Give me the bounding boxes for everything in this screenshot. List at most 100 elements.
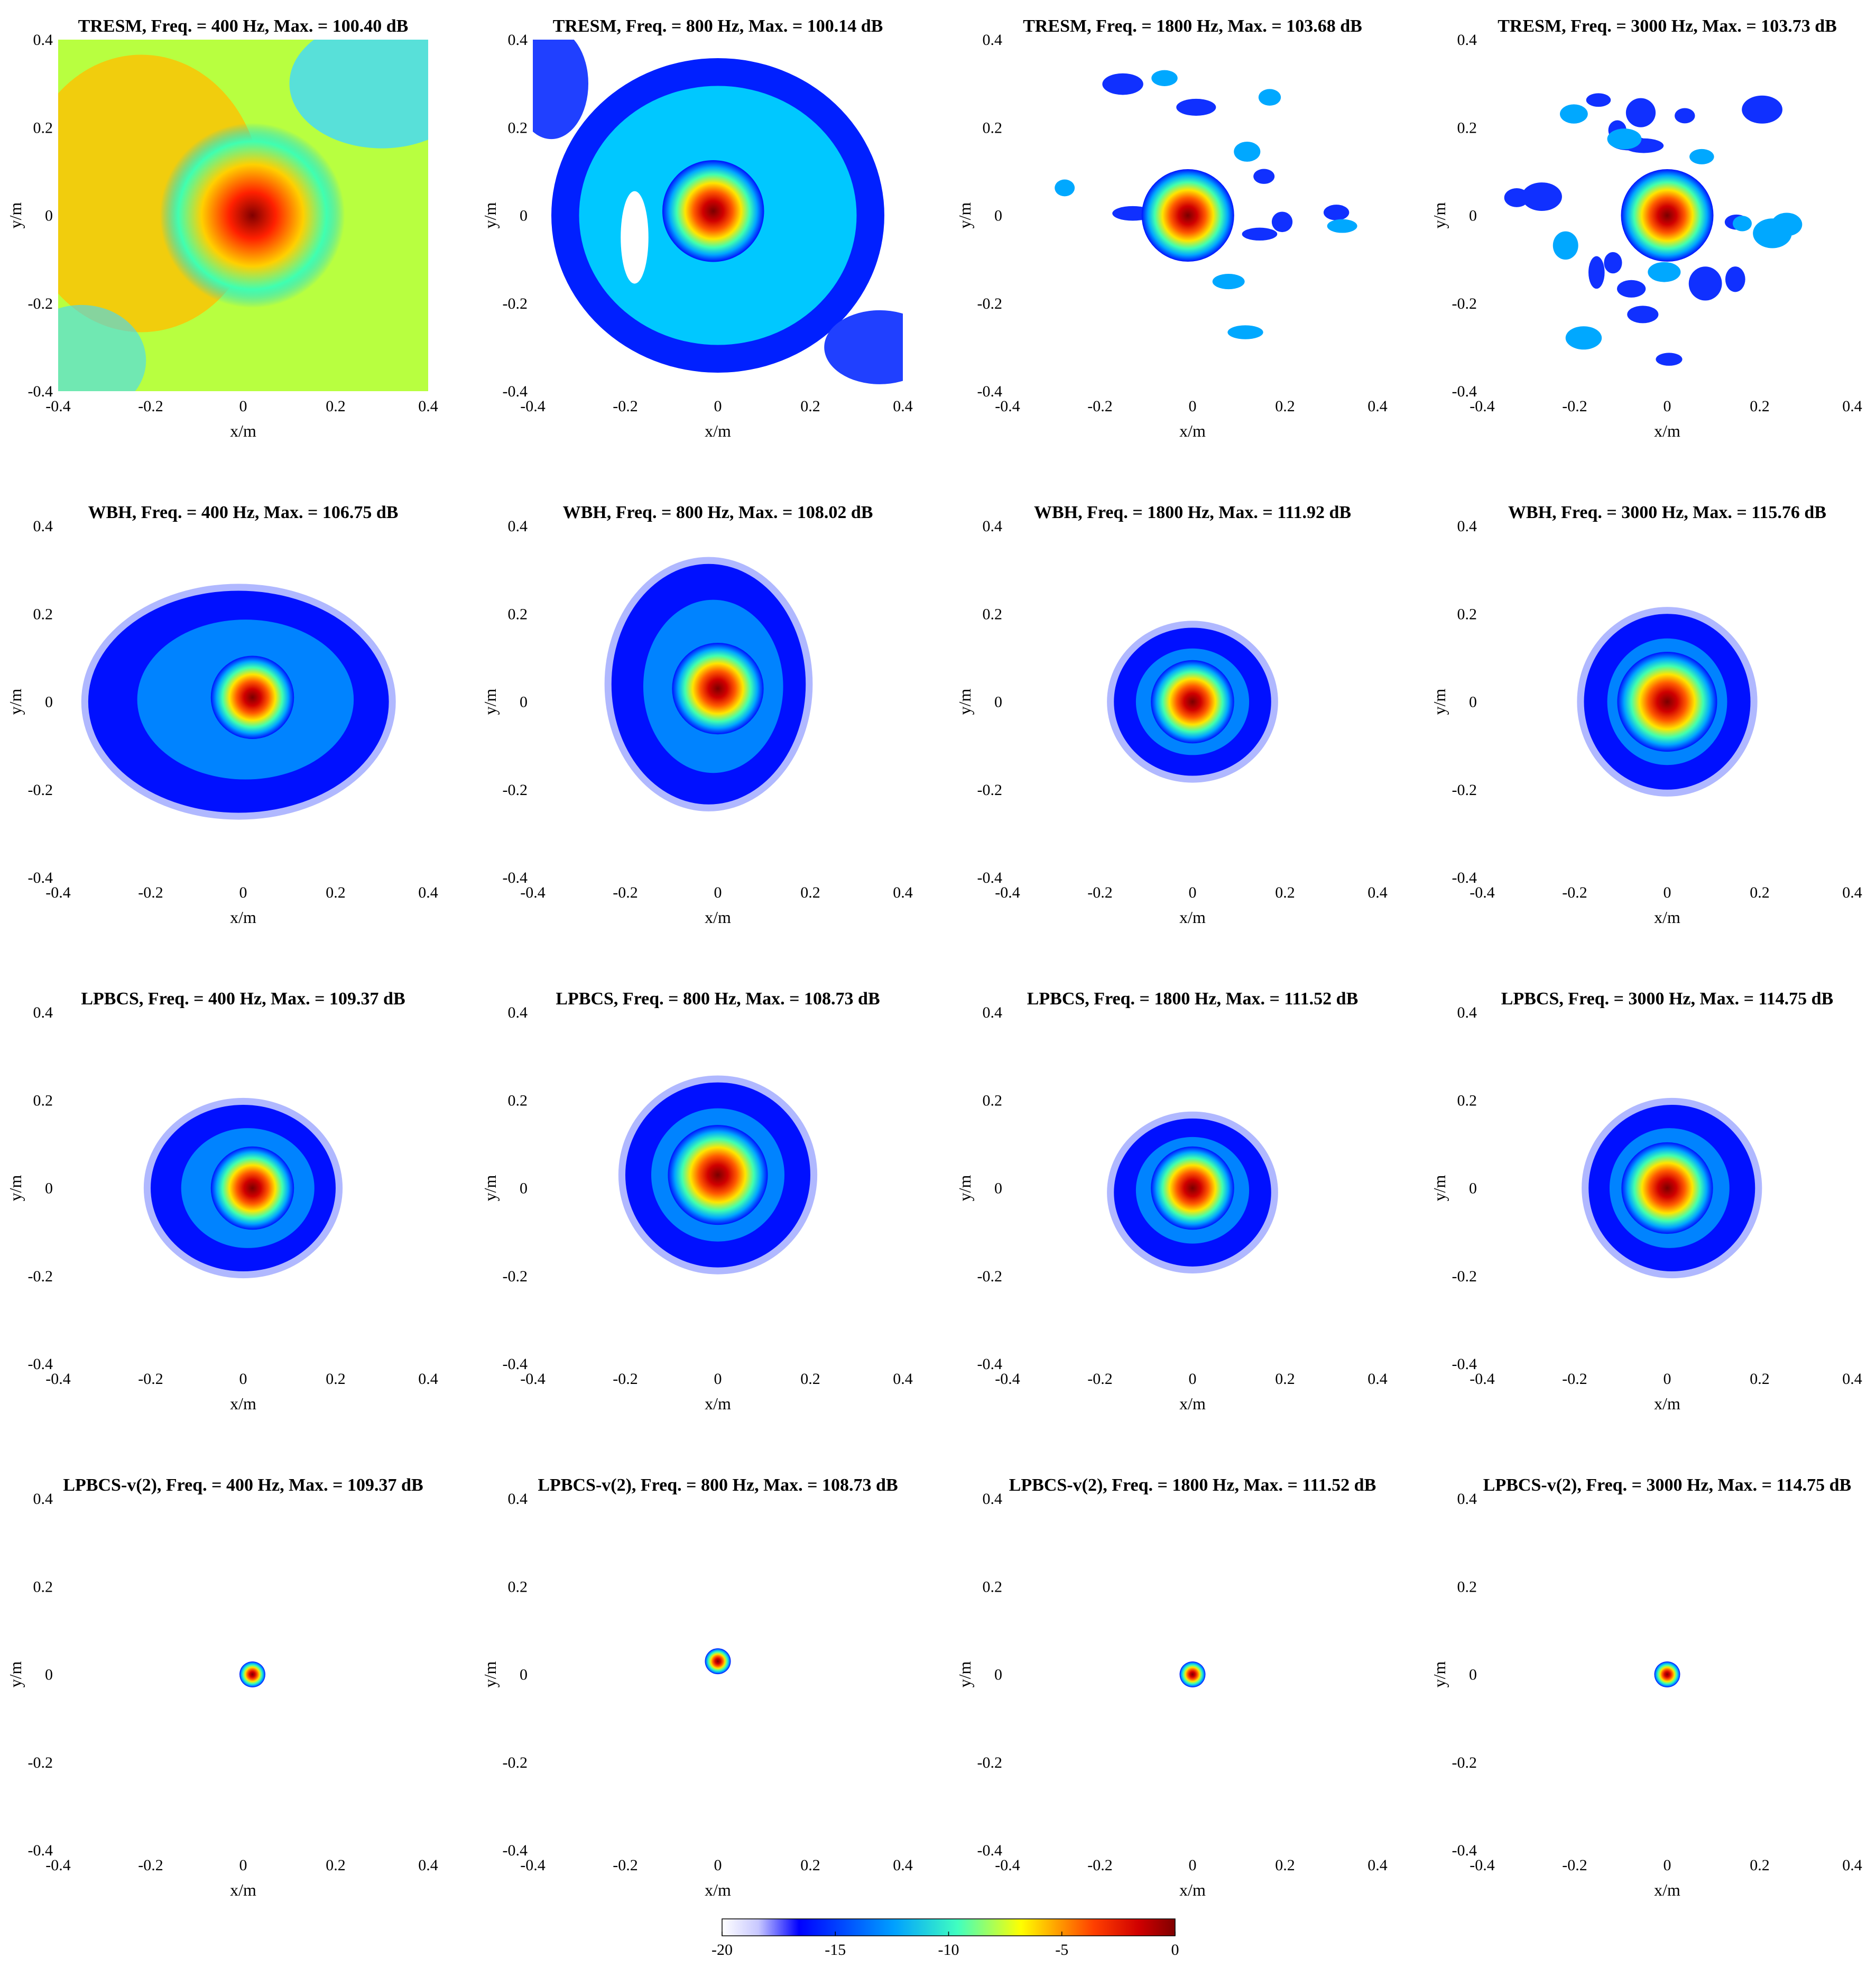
y-tick-label: -0.4 — [1452, 383, 1477, 400]
y-tick-label: 0 — [520, 1666, 528, 1684]
map-lobe — [1055, 179, 1075, 197]
y-tick-label: -0.2 — [503, 295, 528, 312]
map-7 — [1107, 621, 1278, 783]
y-tick-label: 0.2 — [1457, 1578, 1477, 1595]
x-tick-label: -0.2 — [613, 1857, 638, 1874]
panel-title: WBH, Freq. = 1800 Hz, Max. = 111.92 dB — [1034, 503, 1351, 522]
map-14 — [705, 1648, 731, 1675]
x-tick-label: -0.4 — [45, 1370, 71, 1388]
map-lobe — [1521, 182, 1562, 211]
source-peak — [1151, 660, 1234, 744]
map-lobe — [1586, 93, 1611, 107]
map-lobe — [1327, 219, 1357, 233]
x-tick-label: 0.2 — [1275, 1857, 1295, 1874]
y-tick-label: 0.4 — [508, 31, 528, 49]
x-tick-label: 0.2 — [800, 398, 820, 415]
source-peak — [1621, 169, 1714, 262]
y-tick-label: -0.4 — [28, 1355, 53, 1373]
x-tick-label: -0.4 — [45, 884, 71, 901]
source-peak — [662, 160, 764, 262]
map-9 — [143, 1097, 343, 1279]
y-tick-label: 0 — [994, 1666, 1002, 1684]
panel-8: WBH, Freq. = 3000 Hz, Max. = 115.76 dB -0… — [1430, 503, 1862, 927]
y-tick-label: 0 — [1469, 1180, 1477, 1197]
map-lobe — [1771, 213, 1803, 236]
map-lobe — [1625, 98, 1656, 127]
y-tick-label: 0.4 — [33, 518, 53, 535]
panel-4: TRESM, Freq. = 3000 Hz, Max. = 103.73 dB… — [1430, 16, 1862, 440]
x-tick-label: -0.4 — [1470, 1370, 1495, 1388]
map-lobe — [1588, 256, 1605, 289]
panel-3: TRESM, Freq. = 1800 Hz, Max. = 103.68 dB… — [955, 16, 1388, 440]
source-peak — [1621, 1142, 1713, 1234]
map-lobe — [1234, 141, 1261, 162]
y-tick-label: 0.2 — [33, 1092, 53, 1109]
panel-title: LPBCS-v(2), Freq. = 3000 Hz, Max. = 114.… — [1483, 1475, 1851, 1495]
map-lobe — [1176, 98, 1216, 116]
x-tick-label: 0.4 — [893, 1857, 913, 1874]
y-tick-label: 0.4 — [508, 1490, 528, 1508]
x-tick-label: -0.4 — [1470, 398, 1495, 415]
map-3 — [1055, 70, 1357, 339]
x-tick-label: -0.2 — [138, 884, 163, 901]
y-tick-label: 0.4 — [33, 31, 53, 49]
y-axis-label: y/m — [6, 202, 25, 229]
y-tick-label: -0.4 — [503, 383, 528, 400]
x-tick-label: 0 — [714, 1370, 722, 1388]
map-lobe — [1688, 266, 1722, 301]
panel-title: WBH, Freq. = 800 Hz, Max. = 108.02 dB — [563, 503, 873, 522]
colorbar-tick-label: 0 — [1171, 1941, 1179, 1959]
panel-15: LPBCS-v(2), Freq. = 1800 Hz, Max. = 111.… — [955, 1475, 1388, 1899]
y-tick-label: -0.2 — [503, 1754, 528, 1771]
y-tick-label: 0.2 — [508, 605, 528, 623]
colorbar-tick-label: -5 — [1055, 1941, 1068, 1959]
y-tick-label: 0 — [994, 207, 1002, 225]
x-tick-label: 0.2 — [1750, 884, 1770, 901]
y-tick-label: 0 — [1469, 694, 1477, 711]
panel-5: WBH, Freq. = 400 Hz, Max. = 106.75 dB -0.… — [6, 503, 438, 927]
y-tick-label: 0.4 — [508, 518, 528, 535]
y-tick-label: 0.2 — [1457, 119, 1477, 136]
map-lobe — [289, 40, 428, 149]
x-tick-label: 0 — [239, 398, 247, 415]
x-tick-label: 0 — [1664, 1857, 1671, 1874]
source-peak — [705, 1648, 731, 1675]
map-1 — [58, 40, 428, 391]
y-axis-label: y/m — [1430, 1175, 1449, 1202]
map-lobe — [1742, 95, 1782, 124]
x-tick-label: 0.4 — [1367, 1857, 1388, 1874]
y-tick-label: 0.2 — [33, 119, 53, 136]
x-tick-label: -0.4 — [45, 1857, 71, 1874]
y-tick-label: -0.2 — [28, 1754, 53, 1771]
y-tick-label: -0.4 — [977, 869, 1003, 886]
map-5 — [81, 584, 396, 820]
map-lobe — [1323, 205, 1350, 220]
x-tick-label: 0 — [1664, 1370, 1671, 1388]
y-tick-label: 0.4 — [508, 1004, 528, 1021]
panel-title: WBH, Freq. = 400 Hz, Max. = 106.75 dB — [88, 503, 399, 522]
y-axis-label: y/m — [955, 689, 974, 715]
x-tick-label: -0.2 — [138, 1370, 163, 1388]
y-tick-label: 0.4 — [983, 1490, 1003, 1508]
x-tick-label: -0.4 — [995, 1857, 1020, 1874]
y-tick-label: -0.2 — [28, 295, 53, 312]
map-lobe — [1627, 306, 1659, 324]
map-gap — [621, 191, 649, 284]
y-tick-label: 0.2 — [508, 119, 528, 136]
panel-title: LPBCS-v(2), Freq. = 1800 Hz, Max. = 111.… — [1009, 1475, 1376, 1495]
y-tick-label: 0.2 — [983, 1578, 1003, 1595]
y-tick-label: -0.2 — [28, 1268, 53, 1285]
x-tick-label: -0.2 — [1087, 884, 1113, 901]
y-tick-label: 0 — [994, 694, 1002, 711]
y-tick-label: -0.4 — [503, 1355, 528, 1373]
y-axis-label: y/m — [6, 689, 25, 715]
source-peak — [668, 1125, 768, 1225]
x-tick-label: 0.2 — [326, 1370, 346, 1388]
y-tick-label: 0 — [520, 1180, 528, 1197]
panel-title: TRESM, Freq. = 400 Hz, Max. = 100.40 dB — [78, 16, 409, 36]
x-tick-label: 0 — [1664, 398, 1671, 415]
y-tick-label: -0.4 — [28, 1842, 53, 1859]
y-axis-label: y/m — [955, 1661, 974, 1688]
y-axis-label: y/m — [1430, 1661, 1449, 1688]
